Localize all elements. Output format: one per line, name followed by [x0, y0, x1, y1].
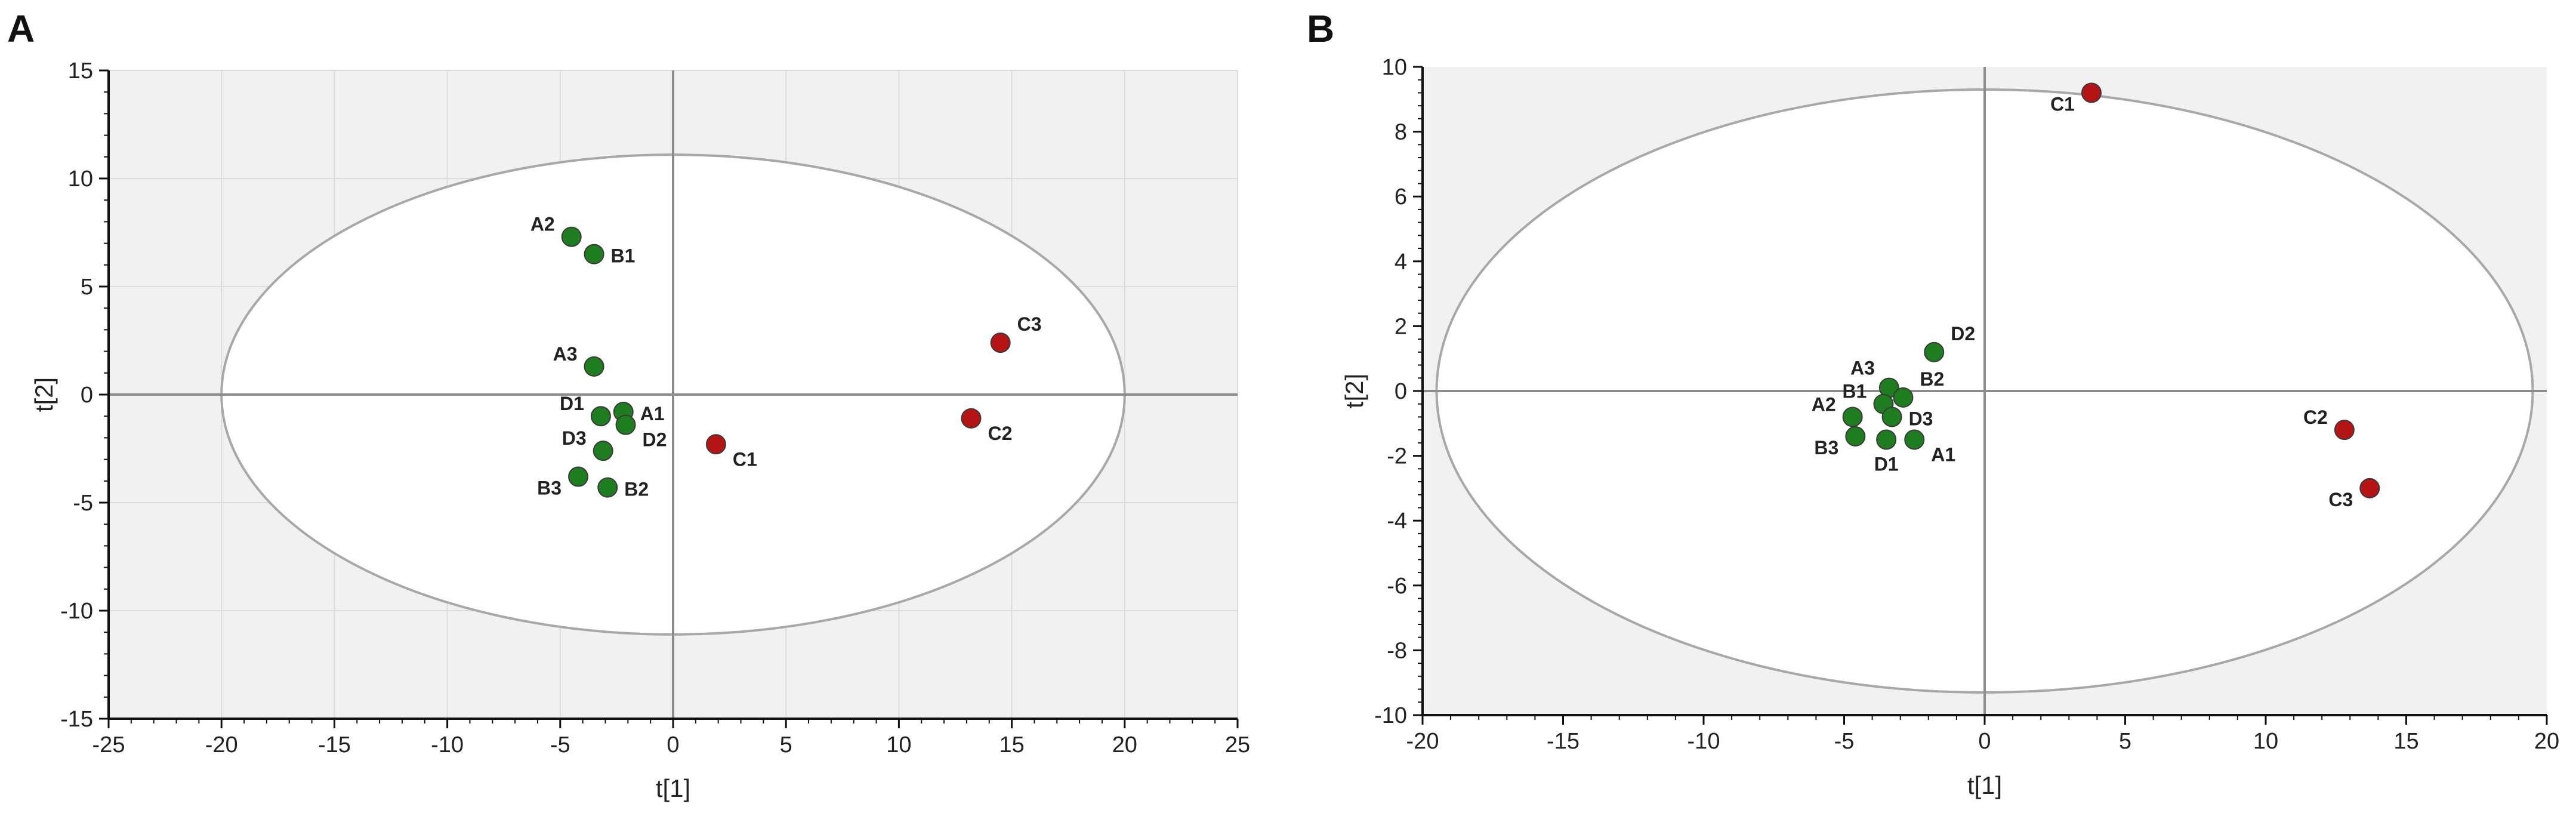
- panel-a-point-d2: [615, 414, 636, 435]
- panel-a-x-tick-label: 15: [999, 732, 1024, 758]
- panel-b-point-label-a3: A3: [1850, 358, 1875, 379]
- panel-a-y-tick-label: -5: [73, 491, 93, 516]
- panel-a: A -25 -20 -15 -10 -5 0 5 10 15 20 25 -15 -10 -5 0 5 10 15…: [7, 7, 1250, 802]
- panel-a-point-a2: [561, 226, 582, 247]
- panel-a-y-tick-label: 10: [68, 167, 93, 192]
- panel-b-points: C1 D2 A3 B2 B1 A2 D3 B3 D1 A1 C2 C3: [1812, 82, 2380, 510]
- panel-b-point-label-a2: A2: [1812, 393, 1836, 415]
- panel-b-point-b2: [1893, 387, 1914, 408]
- panel-b-point-label-c1: C1: [2050, 93, 2075, 115]
- panel-a-point-label-a2: A2: [530, 214, 555, 235]
- panel-b-point-b3: [1845, 426, 1866, 447]
- panel-a-x-tick-label: -15: [318, 732, 351, 758]
- panel-b-point-a1: [1904, 429, 1925, 450]
- panel-a-y-tick-label: 5: [81, 275, 93, 300]
- panel-a-x-tick-label: 20: [1112, 732, 1137, 758]
- panel-a-point-label-a3: A3: [553, 343, 578, 365]
- panel-a-points: A2 B1 A3 A1 D1 D2 D3 B3 B2 C1 C2 C3: [530, 214, 1042, 500]
- panel-b-y-tick-label: 6: [1395, 184, 1407, 210]
- panel-a-point-label-c2: C2: [988, 423, 1012, 444]
- panel-b-point-d1: [1876, 429, 1897, 450]
- panel-a-point-label-c3: C3: [1017, 313, 1042, 335]
- panel-b-point-label-c3: C3: [2328, 489, 2353, 510]
- panel-b-point-label-a1: A1: [1931, 444, 1955, 465]
- panel-a-point-c1: [705, 434, 726, 455]
- panel-a-x-tick-label: -5: [550, 732, 570, 758]
- panel-a-point-c3: [990, 332, 1011, 353]
- panel-b-x-tick-label: -10: [1687, 729, 1720, 754]
- panel-b-ylabel: t[2]: [1340, 374, 1368, 408]
- panel-b-y-tick-label: -2: [1387, 444, 1407, 469]
- panel-b-xlabel: t[1]: [1967, 771, 2002, 799]
- panel-b-x-tick-label: 10: [2253, 729, 2278, 754]
- panel-b-x-tick-label: -15: [1547, 729, 1579, 754]
- panel-a-x-tick-label: 25: [1225, 732, 1250, 758]
- panel-b-point-label-b2: B2: [1920, 368, 1944, 390]
- panel-b-y-tick-label: 4: [1395, 250, 1407, 275]
- panel-b-point-d2: [1924, 341, 1945, 362]
- panel-a-point-b3: [568, 466, 589, 487]
- panel-a-point-label-d3: D3: [562, 427, 587, 449]
- panel-b-point-d3: [1881, 407, 1902, 427]
- panel-b-y-tick-label: -6: [1387, 574, 1407, 599]
- panel-b-x-tick-label: -20: [1406, 729, 1439, 754]
- panel-b-y-tick-label: -4: [1387, 509, 1407, 534]
- panel-b-y-tick-label: -8: [1387, 638, 1407, 663]
- panel-b-x-tick-label: -5: [1834, 729, 1855, 754]
- panel-b-x-tick-label: 0: [1978, 729, 1991, 754]
- panel-a-x-tick-label: -25: [92, 732, 125, 758]
- panel-a-point-b1: [584, 244, 604, 264]
- panel-a-x-tick-label: -20: [205, 732, 238, 758]
- panel-a-point-d1: [590, 406, 611, 427]
- panel-a-point-label-b1: B1: [611, 245, 635, 267]
- panel-a-x-tick-label: 5: [780, 732, 792, 758]
- panel-a-point-label-d2: D2: [643, 429, 667, 451]
- panel-a-y-tick-label: 0: [81, 383, 93, 408]
- panel-a-zero-lines: [109, 70, 1238, 719]
- panel-a-y-tick-label: -15: [60, 707, 93, 732]
- panel-b-point-c1: [2081, 82, 2102, 103]
- panel-b-y-tick-label: 10: [1382, 55, 1407, 80]
- panel-b-label: B: [1307, 7, 1334, 50]
- panel-b-x-tick-label: 5: [2119, 729, 2131, 754]
- panel-b-point-a2: [1842, 407, 1863, 427]
- panel-b-point-c2: [2334, 420, 2355, 441]
- panel-a-point-a3: [584, 356, 604, 377]
- panel-a-y-tick-label: 15: [68, 59, 93, 84]
- panel-a-point-label-a1: A1: [640, 403, 665, 424]
- panel-b: B -20 -15 -10 -5 0 5 10 15 20-10-8-6-4-20246810 …: [1307, 7, 2559, 799]
- panel-a-point-label-d1: D1: [560, 393, 584, 414]
- panel-b-point-label-d3: D3: [1909, 408, 1933, 429]
- panel-b-zero-lines: [1423, 67, 2547, 715]
- panel-a-xlabel: t[1]: [656, 774, 690, 802]
- panel-a-ylabel: t[2]: [30, 377, 58, 412]
- panel-b-point-label-d1: D1: [1874, 453, 1899, 475]
- panel-a-axes: -25 -20 -15 -10 -5 0 5 10 15 20 25 -15 -10 -5 0 5 10 15: [60, 59, 1250, 758]
- panel-a-point-label-c1: C1: [733, 448, 757, 470]
- panel-a-point-c2: [961, 408, 982, 429]
- panel-b-y-tick-label: 0: [1395, 379, 1407, 404]
- panel-a-x-tick-label: -10: [431, 732, 464, 758]
- panel-a-x-tick-label: 10: [886, 732, 911, 758]
- panel-a-x-tick-label: 0: [667, 732, 679, 758]
- panel-b-point-label-b1: B1: [1843, 381, 1867, 402]
- panel-b-x-tick-label: 15: [2393, 729, 2418, 754]
- panel-b-point-label-b3: B3: [1814, 437, 1838, 458]
- panel-a-point-label-b3: B3: [537, 478, 562, 499]
- panel-b-y-tick-label: -10: [1374, 703, 1407, 728]
- panel-b-y-tick-label: 2: [1395, 314, 1407, 339]
- panel-b-point-c3: [2359, 478, 2380, 498]
- panel-b-x-tick-label: 20: [2534, 729, 2559, 754]
- panel-a-y-tick-label: -10: [60, 599, 93, 624]
- panel-a-label: A: [7, 7, 35, 50]
- panel-b-point-label-d2: D2: [1951, 323, 1975, 344]
- panel-a-point-d3: [593, 441, 613, 461]
- panel-a-point-b2: [597, 477, 618, 498]
- panel-a-point-label-b2: B2: [624, 479, 649, 500]
- panel-b-y-tick-label: 8: [1395, 120, 1407, 145]
- panel-b-point-label-c2: C2: [2303, 407, 2328, 428]
